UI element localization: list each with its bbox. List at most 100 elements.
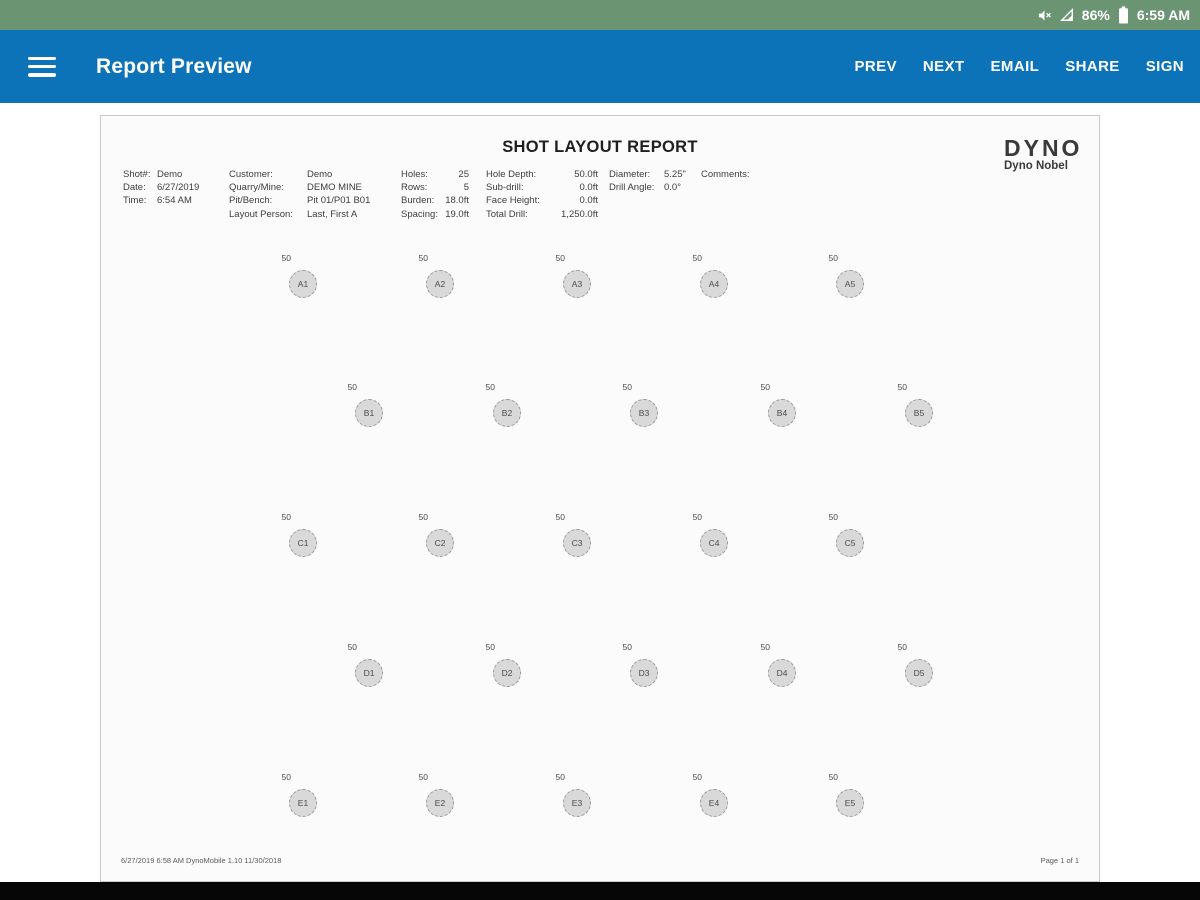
hole-depth-label: 50 [281,772,291,782]
info-value: 5 [463,182,469,194]
info-value: 5.25" [664,169,686,180]
info-label: Hole Depth: [486,169,537,180]
action-prev-button[interactable]: PREV [854,58,897,75]
hole-depth-label: 50 [692,772,702,782]
hole-c5: C5 [836,529,864,557]
info-label: Layout Person: [229,208,293,220]
hole-depth-label: 50 [760,382,770,392]
hole-e5: E5 [836,789,864,817]
info-row: Layout Person: Last, First A [229,208,370,221]
hole-a4: A4 [700,270,728,298]
hole-depth-label: 50 [897,382,907,392]
hole-e1: E1 [289,789,317,817]
info-row: Burden: 18.0ft [401,194,469,207]
info-label: Total Drill: [486,208,528,220]
battery-percent: 86% [1081,7,1110,23]
hole-depth-label: 50 [828,253,838,263]
hole-b3: B3 [630,399,658,427]
logo-brand: DYNO [1004,135,1083,161]
info-row: Holes: 25 [401,168,469,181]
info-value: DEMO MINE [307,182,362,194]
hole-b2: B2 [493,399,521,427]
info-label: Comments: [701,169,750,180]
info-label: Drill Angle: [609,182,655,194]
hole-depth-label: 50 [828,772,838,782]
hole-depth-label: 50 [622,642,632,652]
hole-b5: B5 [905,399,933,427]
hole-depth-label: 50 [555,253,565,263]
info-value: Demo [157,169,183,180]
status-bar: 86% 6:59 AM [0,0,1200,30]
hole-c4: C4 [700,529,728,557]
hole-a2: A2 [426,270,454,298]
bottom-nav-bar [0,882,1200,900]
info-column-comments: Comments: [701,168,750,181]
hole-d2: D2 [493,659,521,687]
info-value: 19.0ft [445,208,469,220]
info-value: Last, First A [307,208,358,220]
info-label: Time: [123,195,147,207]
battery-icon [1118,6,1129,24]
info-row: Hole Depth: 50.0ft [486,168,598,181]
report-header-info: Shot#: Demo Date: 6/27/2019 Time: 6:54 AM Cus… [101,168,1099,230]
hole-c2: C2 [426,529,454,557]
action-next-button[interactable]: NEXT [922,58,965,75]
app-bar-actions: PREV NEXT EMAIL SHARE SIGN [854,58,1200,75]
info-column-depths: Hole Depth: 50.0ft Sub-drill: 0.0ft Face Hei… [486,168,598,221]
hole-b4: B4 [768,399,796,427]
hole-c3: C3 [563,529,591,557]
hole-depth-label: 50 [418,772,428,782]
hole-d1: D1 [355,659,383,687]
hole-depth-label: 50 [555,772,565,782]
hole-depth-label: 50 [281,253,291,263]
info-label: Date: [123,182,146,194]
info-value: 6/27/2019 [157,182,200,194]
hole-depth-label: 50 [828,512,838,522]
hole-depth-label: 50 [897,642,907,652]
info-row: Sub-drill: 0.0ft [486,181,598,194]
info-label: Holes: [401,169,428,180]
page-title: Report Preview [96,54,252,78]
action-email-button[interactable]: EMAIL [990,58,1040,75]
hole-d3: D3 [630,659,658,687]
hole-c1: C1 [289,529,317,557]
info-row: Diameter: 5.25" [609,168,686,181]
hole-e3: E3 [563,789,591,817]
info-label: Quarry/Mine: [229,182,284,194]
info-value: 0.0° [664,182,682,194]
hole-depth-label: 50 [347,642,357,652]
hole-depth-label: 50 [485,382,495,392]
hole-depth-label: 50 [555,512,565,522]
info-label: Rows: [401,182,428,194]
info-row: Spacing: 19.0ft [401,208,469,221]
info-label: Spacing: [401,208,438,220]
signal-icon [1059,8,1074,22]
hole-depth-label: 50 [622,382,632,392]
app-bar: Report Preview PREV NEXT EMAIL SHARE SIGN [0,30,1200,103]
status-time: 6:59 AM [1136,7,1190,23]
hole-d5: D5 [905,659,933,687]
action-share-button[interactable]: SHARE [1065,58,1120,75]
info-value: 25 [458,169,469,180]
info-row: Quarry/Mine: DEMO MINE [229,181,370,194]
report-page: SHOT LAYOUT REPORT DYNO Dyno Nobel Shot#… [100,115,1100,882]
info-column-diameter: Diameter: 5.25" Drill Angle: 0.0° [609,168,686,194]
info-label: Sub-drill: [486,182,524,194]
mute-icon [1037,8,1052,23]
action-sign-button[interactable]: SIGN [1145,58,1184,75]
hole-depth-label: 50 [760,642,770,652]
info-row: Face Height: 0.0ft [486,194,598,207]
info-row: Rows: 5 [401,181,469,194]
info-row: Drill Angle: 0.0° [609,181,686,194]
hole-field: A1 50 A2 50 A3 50 A4 50 A5 50 B1 50 B2 50 B3 50 B4 50 B5 50… [101,116,1099,881]
dyno-nobel-logo: DYNO Dyno Nobel [1004,136,1082,172]
info-value: 18.0ft [445,195,469,207]
report-title: SHOT LAYOUT REPORT [502,138,698,156]
menu-icon[interactable] [28,56,56,77]
hole-e4: E4 [700,789,728,817]
info-column-customer: Customer: Demo Quarry/Mine: DEMO MINE Pit/Be… [229,168,370,221]
hole-a1: A1 [289,270,317,298]
info-row: Total Drill: 1,250.0ft [486,208,598,221]
hole-a5: A5 [836,270,864,298]
info-label: Shot#: [123,169,151,180]
